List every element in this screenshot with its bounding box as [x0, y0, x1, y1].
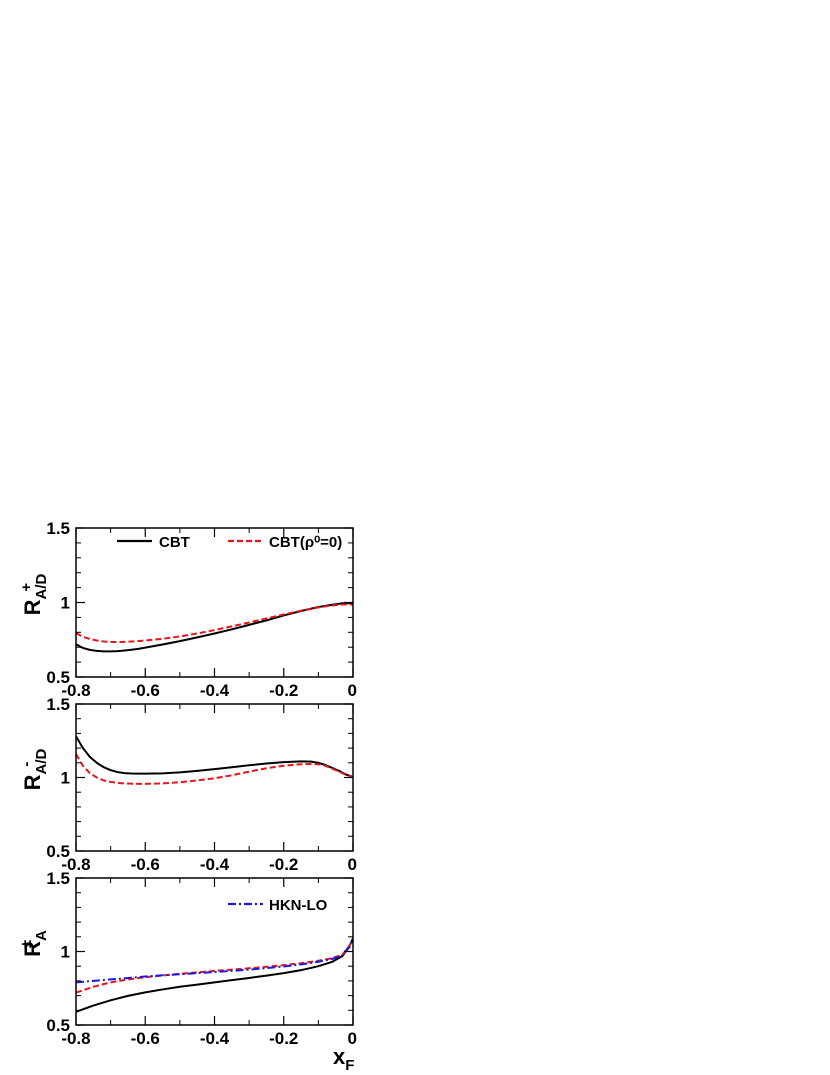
series-line-hkn-lo: [76, 937, 353, 984]
y-tick-label: 0.5: [46, 842, 70, 861]
y-tick-label: 1: [61, 943, 70, 962]
series-line-cbt: [76, 937, 353, 1013]
x-axis-title-main: x: [333, 1044, 346, 1069]
x-tick-label: -0.8: [61, 1029, 90, 1048]
x-tick-label: -0.8: [61, 855, 90, 874]
x-tick-label: -0.4: [200, 855, 230, 874]
y-axis-title-sup: +: [18, 583, 35, 592]
y-tick-label: 1.5: [46, 519, 70, 538]
plot-frame: [75, 703, 354, 852]
y-tick-label: 0.5: [46, 1016, 70, 1035]
y-axis-title: RA±: [18, 930, 50, 957]
legend: CBT CBT(ρ⁰=0): [117, 534, 342, 551]
y-tick-label: 1.5: [46, 869, 70, 888]
x-tick-label: -0.2: [269, 1029, 298, 1048]
y-axis-title-main: R: [20, 941, 45, 957]
legend-label-cbt: CBT: [159, 534, 190, 551]
y-tick-label: 1: [61, 769, 70, 788]
x-tick-label: -0.4: [200, 681, 230, 700]
chart-panel-1: -0.8 -0.6 -0.4 -0.2 0 0.5 1 1.5 RA/D+ CBT CBT(ρ⁰=0…: [18, 519, 357, 700]
series-line-cbt-0: [76, 753, 353, 785]
y-axis-label: RA/D+: [18, 573, 50, 615]
x-tick-label: 0: [348, 1029, 357, 1048]
series-line-cbt-0: [76, 937, 353, 994]
y-tick-label: 1.5: [46, 695, 70, 714]
x-tick-label: -0.8: [61, 681, 90, 700]
y-tick-label: 1: [61, 594, 70, 613]
y-tick-label: 0.5: [46, 668, 70, 687]
chart-panel-3: -0.8 -0.6 -0.4 -0.2 0 0.5 1 1.5 RA± xF HKN-LO: [18, 869, 357, 1074]
legend: HKN-LO: [228, 897, 328, 914]
legend-label-cbt-rho0: CBT(ρ⁰=0): [269, 534, 342, 551]
x-tick-label: 0: [348, 855, 357, 874]
x-tick-label: -0.6: [131, 681, 160, 700]
x-tick-label: -0.6: [131, 1029, 160, 1048]
y-axis-title: RA/D-: [18, 748, 50, 790]
y-axis-label: RA/D-: [18, 748, 50, 790]
x-tick-label: -0.4: [200, 1029, 230, 1048]
series-line-cbt: [76, 735, 353, 778]
y-axis-title-sup: ±: [18, 940, 35, 948]
x-tick-label: -0.2: [269, 681, 298, 700]
y-axis-title-main: R: [20, 774, 45, 790]
x-tick-label: 0: [348, 681, 357, 700]
series-line-cbt: [76, 602, 353, 653]
series-line-cbt-0: [76, 603, 353, 643]
x-tick-label: -0.6: [131, 855, 160, 874]
y-axis-title-sup: -: [18, 762, 35, 767]
y-axis-label: RA±: [18, 930, 50, 957]
legend-label-hkn-lo: HKN-LO: [269, 897, 328, 914]
x-axis-title-sub: F: [345, 1057, 354, 1074]
x-axis-title: xF: [333, 1044, 354, 1074]
y-axis-title-sub: A/D: [33, 748, 50, 774]
y-axis-title-main: R: [20, 599, 45, 615]
y-axis-title-sub: A/D: [33, 573, 50, 599]
y-axis-title: RA/D+: [18, 573, 50, 615]
y-axis-title-sub: A: [33, 930, 50, 941]
chart-panel-2: -0.8 -0.6 -0.4 -0.2 0 0.5 1 1.5 RA/D-: [18, 695, 357, 874]
x-tick-label: -0.2: [269, 855, 298, 874]
